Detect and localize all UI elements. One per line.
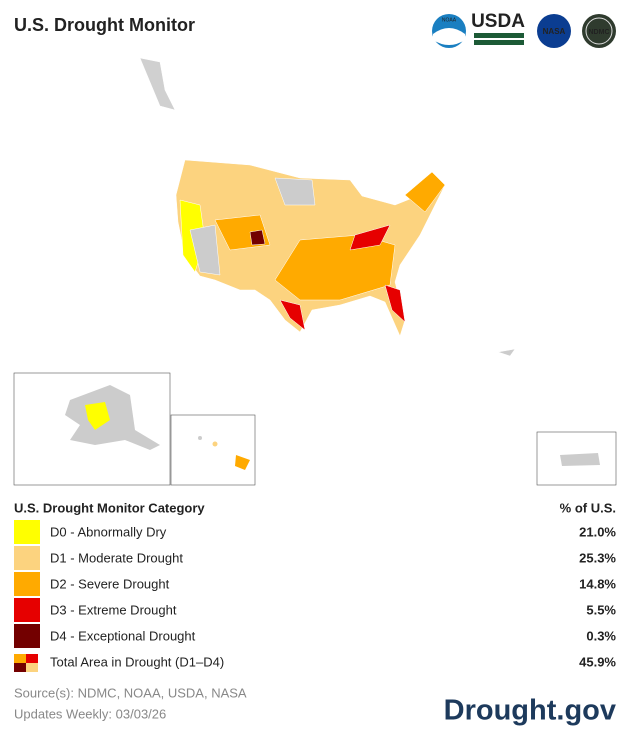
ndmc-ring — [585, 17, 613, 45]
usda-text: USDA — [471, 11, 525, 32]
ndmc-logo — [582, 14, 616, 48]
legend-value: 0.3% — [586, 628, 616, 643]
legend-value-header: % of U.S. — [560, 500, 616, 515]
legend-label: D2 - Severe Drought — [50, 576, 170, 591]
no-drought-area — [274, 177, 316, 206]
swatch-part — [26, 654, 38, 663]
swatch-part — [26, 663, 38, 672]
d4-area — [249, 229, 266, 246]
nasa-logo — [537, 14, 571, 48]
nasa-text: NASA — [543, 27, 566, 36]
ndmc-text: NDMC — [589, 29, 610, 36]
legend-rows: D0 - Abnormally Dry 21.0% D1 - Moderate Dr… — [14, 520, 616, 672]
legend-label: D3 - Extreme Drought — [50, 602, 177, 617]
title: U.S. Drought Monitor — [14, 15, 195, 35]
legend-value: 45.9% — [579, 654, 616, 669]
bermuda — [497, 348, 516, 357]
d3-area — [384, 284, 406, 323]
d2-area — [404, 171, 446, 213]
swatch — [14, 624, 40, 648]
swatch — [14, 572, 40, 596]
map — [139, 57, 516, 357]
swatch-part — [14, 663, 26, 672]
usda-bar — [474, 40, 524, 45]
source: Source(s): NDMC, NOAA, USDA, NASA — [14, 685, 247, 700]
noaa-wave — [433, 28, 465, 45]
alaska — [65, 385, 160, 450]
hawaii-island — [212, 441, 218, 447]
legend-value: 21.0% — [579, 524, 616, 539]
noaa-text: NOAA — [442, 17, 457, 23]
legend-value: 25.3% — [579, 550, 616, 565]
hawaii-island — [198, 436, 202, 440]
legend-header: U.S. Drought Monitor Category — [14, 500, 205, 515]
no-drought-area — [189, 224, 221, 276]
swatch — [14, 546, 40, 570]
hawaii — [235, 455, 250, 470]
hawaii-inset — [170, 414, 256, 486]
legend-label: D0 - Abnormally Dry — [50, 524, 167, 539]
d3-area — [279, 299, 306, 331]
swatch — [14, 598, 40, 622]
legend-label: D4 - Exceptional Drought — [50, 628, 196, 643]
legend-label: D1 - Moderate Drought — [50, 550, 183, 565]
canada-region — [139, 57, 176, 111]
usda-bar — [474, 33, 524, 38]
insets — [13, 372, 617, 486]
legend-label: Total Area in Drought (D1–D4) — [50, 654, 224, 669]
updates: Updates Weekly: 03/03/26 — [14, 706, 166, 721]
alaska-d0 — [85, 402, 110, 430]
puerto-rico — [560, 453, 600, 466]
swatch-part — [14, 654, 26, 663]
legend-value: 5.5% — [586, 602, 616, 617]
legend-value: 14.8% — [579, 576, 616, 591]
swatch — [14, 520, 40, 544]
brand: Drought.gov — [444, 695, 616, 727]
d3-area — [349, 224, 391, 251]
logos: NOAA USDA NASA NDMC — [432, 11, 616, 48]
